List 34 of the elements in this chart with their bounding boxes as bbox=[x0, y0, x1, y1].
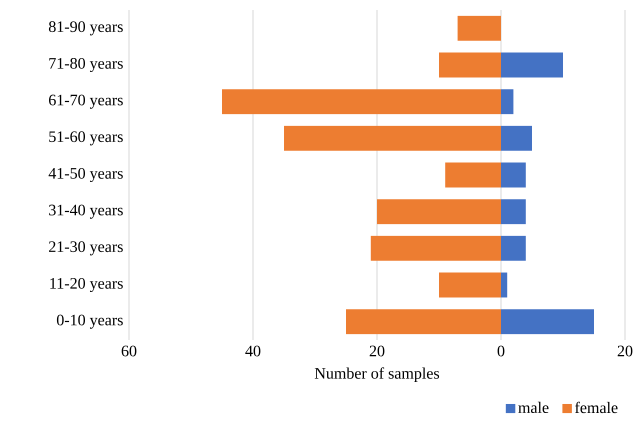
x-tick-label: 0 bbox=[498, 346, 504, 356]
y-tick-label: 0-10 years bbox=[56, 314, 123, 329]
y-tick-label: 71-80 years bbox=[49, 58, 123, 72]
x-tick-label: 60 bbox=[122, 346, 136, 356]
y-tick-label: 61-70 years bbox=[49, 94, 123, 109]
bar bbox=[501, 272, 508, 298]
bar bbox=[377, 199, 502, 224]
x-tick-label: 20 bbox=[618, 346, 632, 356]
bar bbox=[501, 89, 514, 114]
x-tick-label: 20 bbox=[370, 346, 384, 356]
bar bbox=[439, 272, 502, 298]
bar bbox=[501, 126, 532, 151]
x-tick-label: 40 bbox=[245, 346, 260, 356]
legend-label: female bbox=[575, 402, 618, 414]
legend-label: male bbox=[518, 402, 549, 414]
bar bbox=[222, 89, 502, 114]
y-tick-label: 11-20 years bbox=[50, 278, 123, 292]
bar bbox=[501, 236, 526, 261]
bar bbox=[439, 52, 502, 78]
bar bbox=[458, 16, 502, 41]
y-tick-label: 21-30 years bbox=[49, 241, 123, 256]
bar bbox=[284, 126, 502, 151]
bar bbox=[445, 162, 502, 188]
bar bbox=[501, 309, 594, 334]
y-tick-label: 31-40 years bbox=[49, 204, 123, 219]
bar bbox=[501, 52, 564, 78]
bar bbox=[501, 162, 526, 188]
x-axis-title: Number of samples bbox=[314, 367, 440, 382]
y-tick-label: 41-50 years bbox=[48, 168, 123, 182]
bar bbox=[501, 199, 526, 224]
y-tick-label: 81-90 years bbox=[48, 21, 123, 36]
bar bbox=[370, 236, 502, 261]
y-tick-label: 51-60 years bbox=[49, 131, 123, 146]
bar bbox=[346, 309, 502, 334]
